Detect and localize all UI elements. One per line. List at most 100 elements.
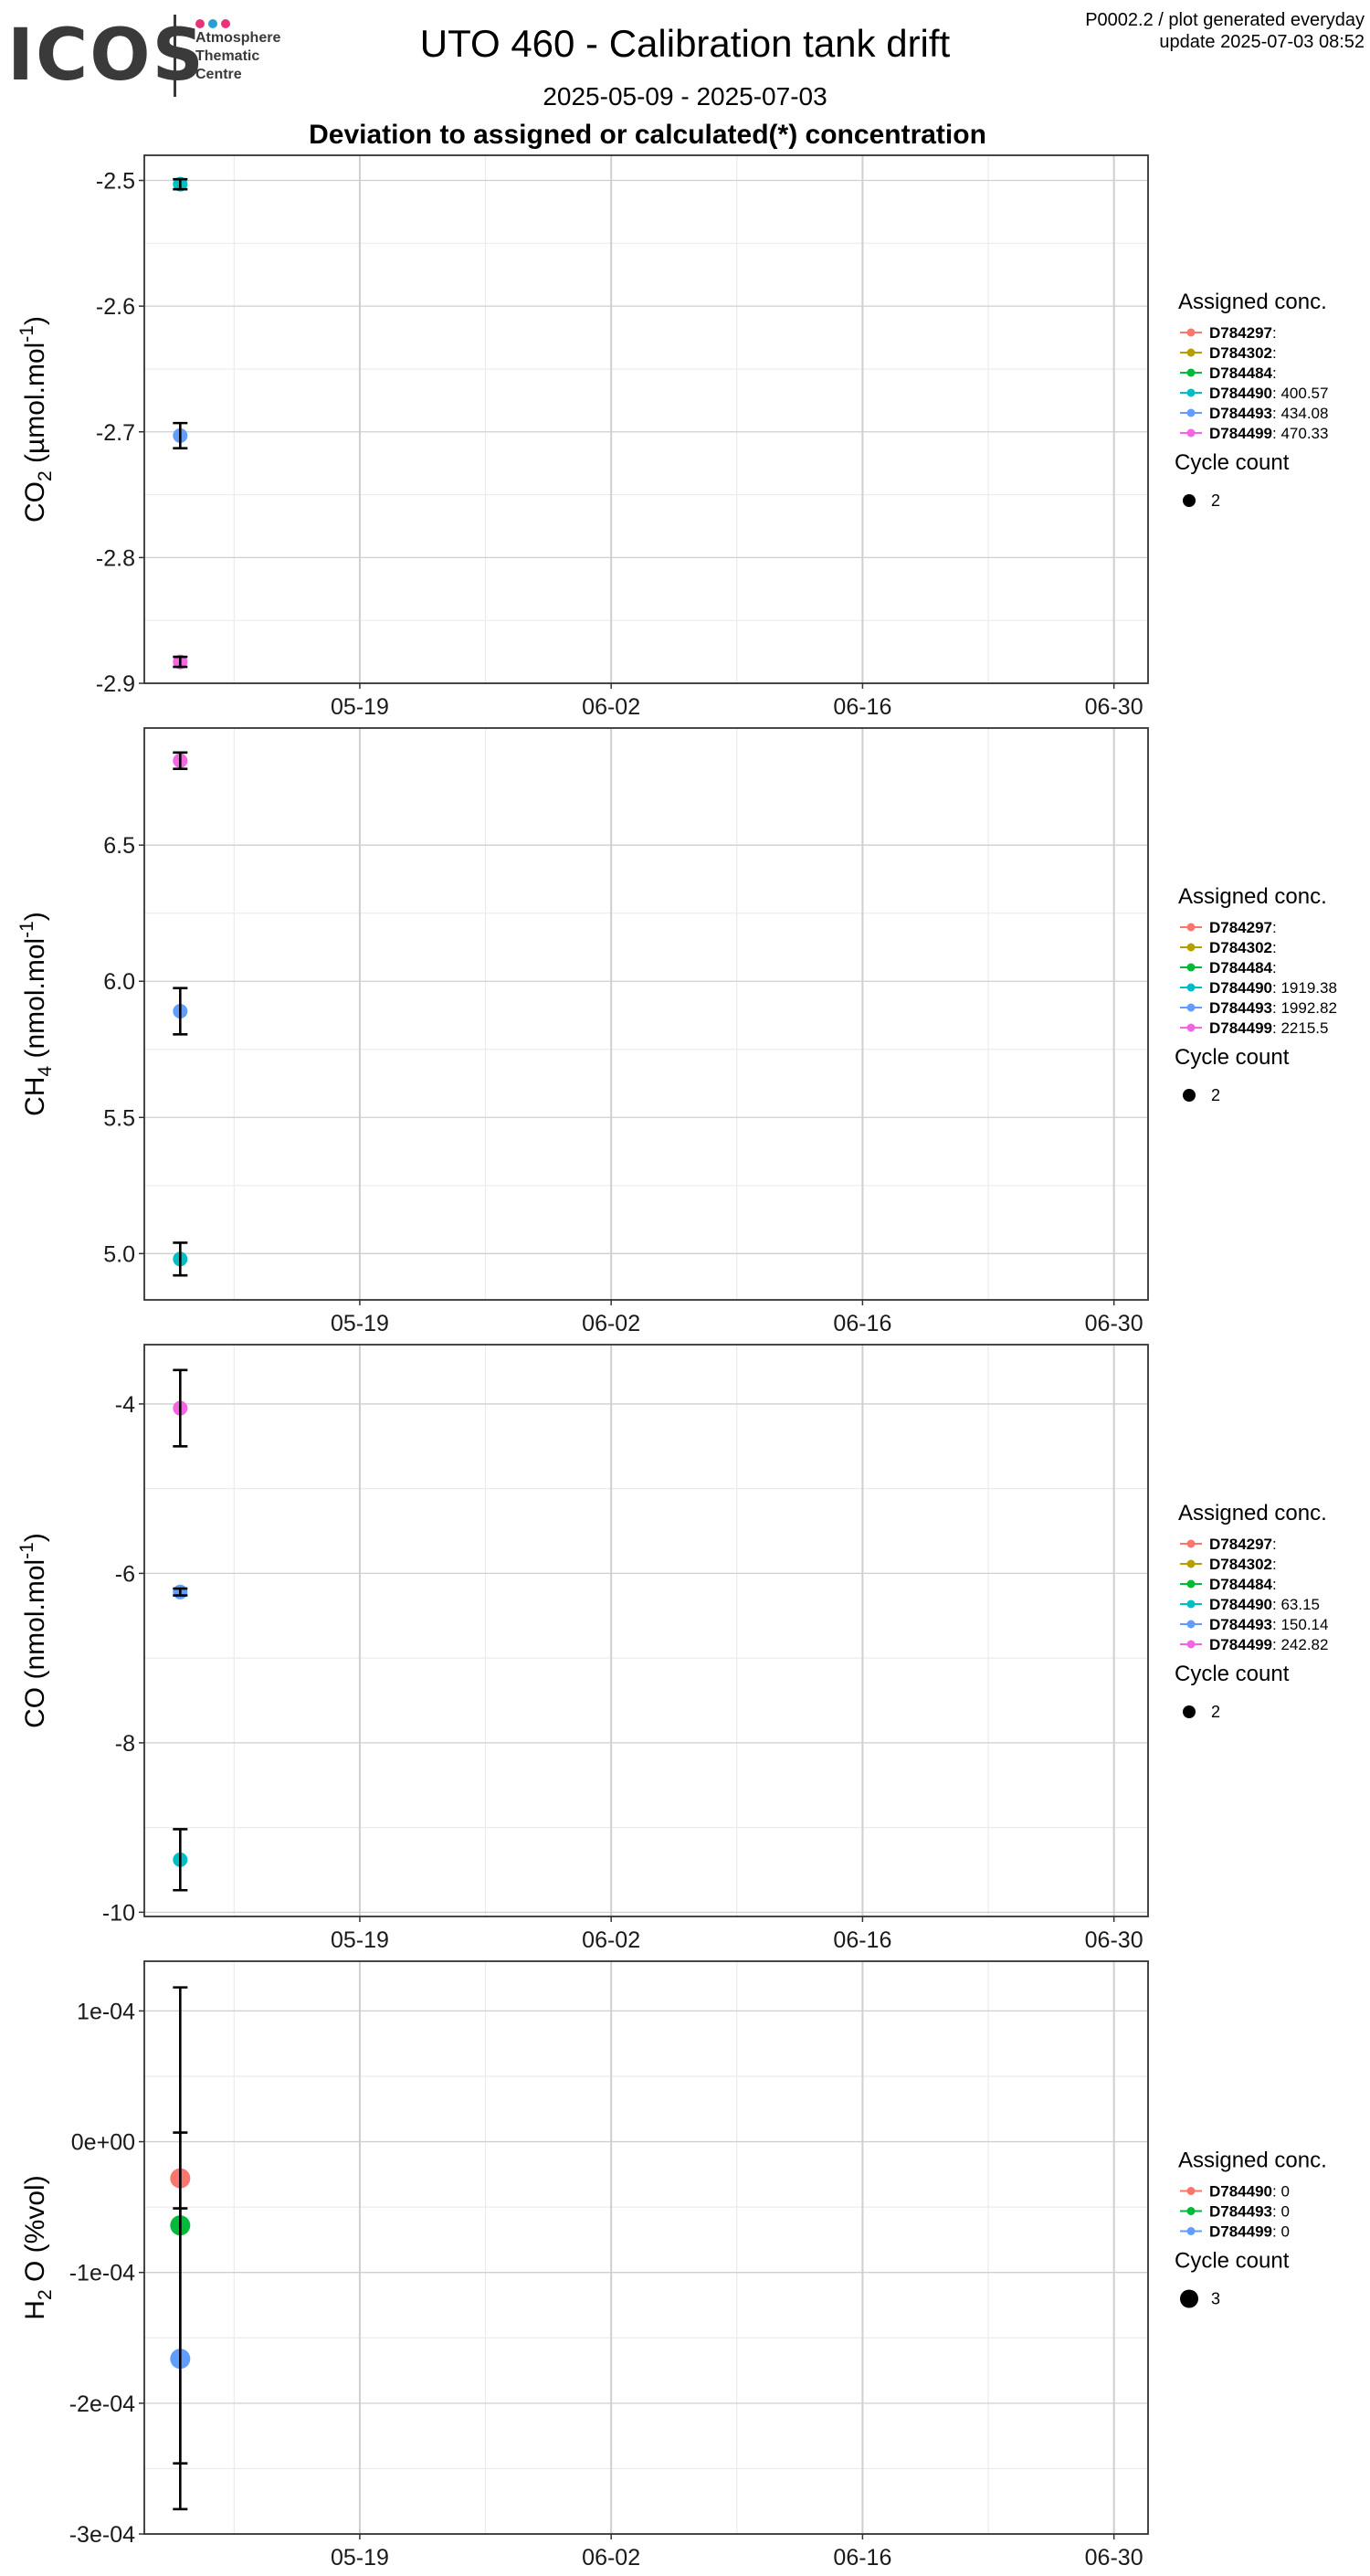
legend-item: D784490: 1919.38	[1209, 979, 1337, 997]
y-tick-label: -2.7	[96, 420, 135, 446]
x-tick-label: 05-19	[331, 1927, 389, 1953]
legend-item-id: D784493	[1209, 999, 1272, 1017]
logo-subtitle-line: Centre	[195, 67, 242, 82]
legend-item-value: : 2215.5	[1272, 1019, 1328, 1037]
y-axis-title-close: )	[20, 1533, 50, 1542]
y-axis-title-main: H	[20, 2300, 50, 2320]
legend-item-value: : 400.57	[1272, 385, 1328, 402]
legend-item: D784490: 63.15	[1209, 1596, 1320, 1613]
plot-metadata: P0002.2 / plot generated everyday update…	[1085, 9, 1365, 53]
chart-subtitle: Deviation to assigned or calculated(*) c…	[309, 120, 986, 150]
legend-key-dot	[1186, 1599, 1196, 1609]
legend-key-dot	[1186, 983, 1196, 992]
y-axis-title-main: CH	[20, 1077, 50, 1116]
legend-key-dot	[1186, 1003, 1196, 1012]
legend-item-id: D784490	[1209, 979, 1272, 997]
plot-border	[143, 1960, 1149, 2535]
y-axis-title-unit: (µmol.mol	[20, 343, 50, 471]
y-axis-title-close: )	[20, 316, 50, 325]
legend-key-dot	[1186, 328, 1196, 337]
x-tick-label: 06-16	[833, 1311, 891, 1336]
plot-background	[144, 1961, 1148, 2534]
legend-item: D784490: 0	[1209, 2183, 1290, 2201]
y-axis-title: CO2 (µmol.mol-1)	[16, 316, 56, 523]
y-tick-label: 5.0	[103, 1241, 135, 1267]
logo-dot	[208, 19, 217, 28]
y-axis-title: H2 O (%vol)	[20, 2175, 56, 2319]
legend-key-dot	[1186, 348, 1196, 357]
legend-item: D784297:	[1209, 919, 1277, 936]
logo-dot	[195, 19, 205, 28]
x-tick-label: 05-19	[331, 694, 389, 720]
legend-key-dot	[1186, 1620, 1196, 1629]
size-legend-dot	[1183, 494, 1196, 507]
size-legend-value: 2	[1211, 1086, 1220, 1104]
legend-item-value: : 0	[1272, 2223, 1290, 2241]
legend-item-value: :	[1272, 939, 1277, 956]
legend-item-id: D784302	[1209, 1556, 1272, 1573]
legend-item: D784499: 470.33	[1209, 425, 1328, 442]
x-tick-label: 06-02	[582, 694, 640, 720]
legend-item-id: D784297	[1209, 1536, 1272, 1553]
y-tick-label: -8	[115, 1731, 135, 1757]
y-axis-title-subscript: 4	[35, 1066, 56, 1077]
legend-item-value: :	[1272, 959, 1277, 977]
legend-key-dot	[1186, 368, 1196, 377]
x-tick-label: 06-16	[833, 2545, 891, 2571]
legend-item: D784499: 2215.5	[1209, 1019, 1328, 1037]
legend-item-value: :	[1272, 344, 1277, 362]
legend-key-dot	[1186, 1579, 1196, 1589]
legend-item-id: D784297	[1209, 919, 1272, 936]
y-axis-title-unit: O (%vol)	[20, 2175, 50, 2289]
legend-item-id: D784490	[1209, 1596, 1272, 1613]
legend-item-value: :	[1272, 1576, 1277, 1593]
legend-item: D784302:	[1209, 939, 1277, 956]
size-legend-dot	[1180, 2289, 1198, 2308]
legend-item-id: D784499	[1209, 2223, 1272, 2241]
y-tick-label: -1e-04	[69, 2261, 135, 2286]
legend-item: D784490: 400.57	[1209, 385, 1328, 402]
icos-logo: ICOS Atmosphere Thematic Centre	[7, 13, 318, 104]
legend-key-dot	[1186, 963, 1196, 972]
plot-border	[143, 154, 1149, 684]
legend-item-value: : 63.15	[1272, 1596, 1320, 1613]
x-tick-label: 06-16	[833, 694, 891, 720]
y-tick-label: 0e+00	[71, 2130, 135, 2156]
x-tick-label: 06-02	[582, 1927, 640, 1953]
y-axis-title-superscript: -1	[16, 1542, 37, 1559]
legend-item-value: : 470.33	[1272, 425, 1328, 442]
size-legend-title: Cycle count	[1175, 450, 1290, 475]
size-legend-value: 3	[1211, 2290, 1220, 2308]
legend-item: D784499: 242.82	[1209, 1636, 1328, 1653]
legend-key-dot	[1186, 2227, 1196, 2235]
y-tick-label: 5.5	[103, 1105, 135, 1131]
logo-dot	[221, 19, 230, 28]
y-tick-label: -2.5	[96, 169, 135, 195]
date-range: 2025-05-09 - 2025-07-03	[543, 82, 827, 111]
legend-title: Assigned conc.	[1178, 2148, 1327, 2173]
legend-item-value: :	[1272, 919, 1277, 936]
legend-item-id: D784493	[1209, 405, 1272, 422]
legend-title: Assigned conc.	[1178, 884, 1327, 909]
y-tick-label: -2e-04	[69, 2391, 135, 2417]
y-tick-label: -3e-04	[69, 2522, 135, 2548]
logo-dots	[195, 16, 234, 28]
legend-key-dot	[1186, 1559, 1196, 1568]
legend-key-dot	[1186, 1539, 1196, 1548]
chart-panel: 1e-04 0e+00 -1e-04 -2e-04 -3e-04 05-19 06-02 06…	[20, 1960, 1327, 2571]
logo-subtitle-line: Atmosphere	[195, 30, 281, 46]
size-legend-dot	[1183, 1705, 1196, 1718]
y-tick-label: 1e-04	[77, 1999, 135, 2024]
size-legend-value: 2	[1211, 1703, 1220, 1721]
logo-subtitle-line: Thematic	[195, 48, 260, 64]
y-axis-title-superscript: -1	[16, 921, 37, 938]
legend-item-value: : 1919.38	[1272, 979, 1337, 997]
legend-key-dot	[1186, 1023, 1196, 1032]
legend-key-dot	[1186, 923, 1196, 932]
y-axis-title-unit: (nmol.mol	[20, 1559, 50, 1687]
legend-item: D784302:	[1209, 1556, 1277, 1573]
plot-background	[144, 728, 1148, 1300]
legend-item: D784499: 0	[1209, 2223, 1290, 2241]
legend-item-id: D784490	[1209, 385, 1272, 402]
legend-item: D784484:	[1209, 364, 1277, 382]
